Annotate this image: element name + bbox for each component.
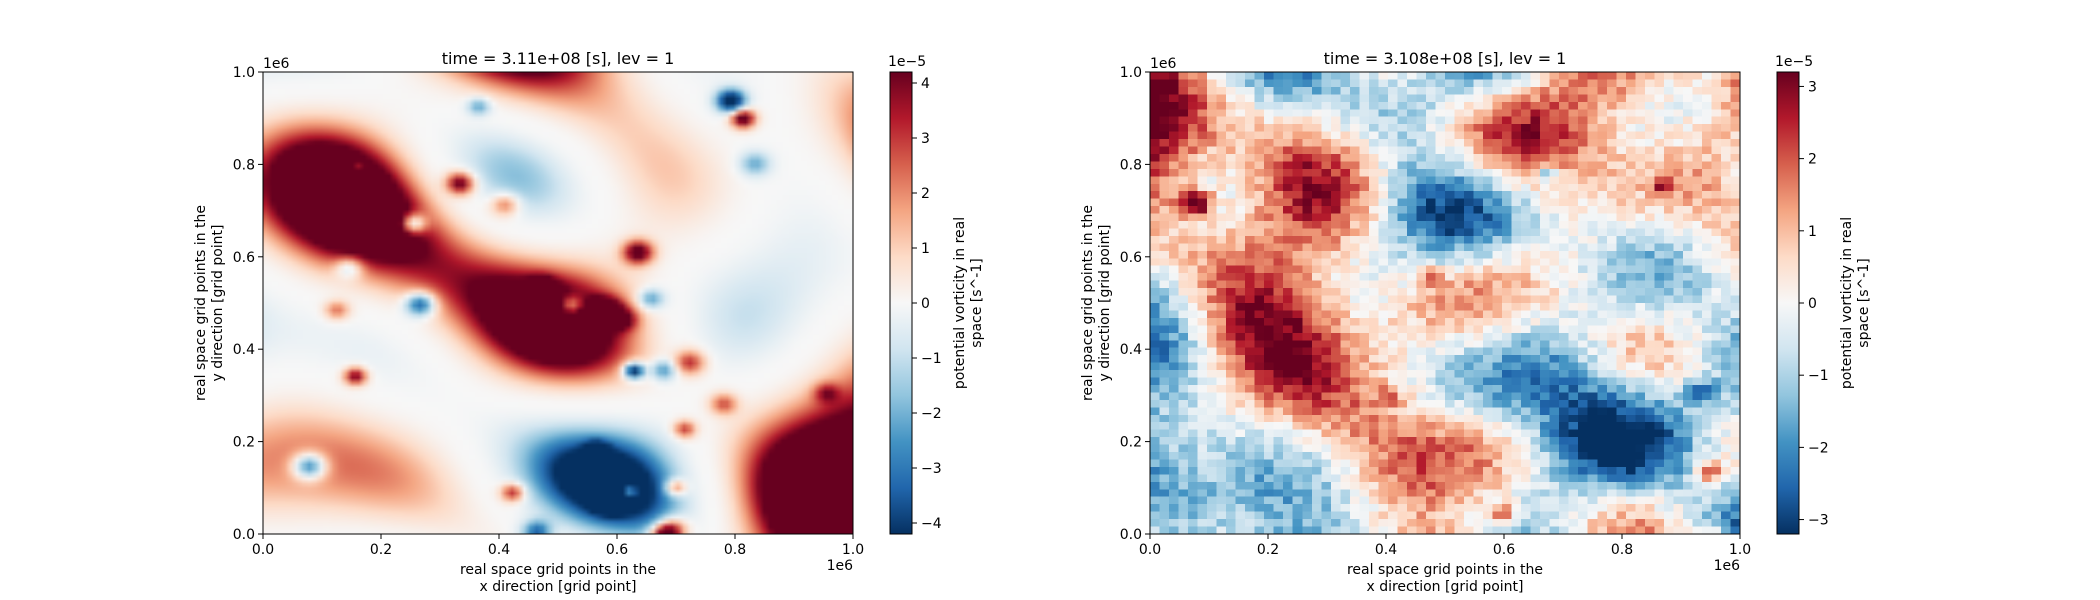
colorbar-tick-label: −1 — [921, 351, 942, 367]
y-tick-label: 0.0 — [233, 527, 255, 543]
y-tick-label: 0.2 — [1120, 435, 1142, 451]
x-tick-label: 0.0 — [1139, 542, 1161, 558]
x-tick-label: 0.6 — [606, 542, 628, 558]
colorbar-tick-label: 0 — [921, 296, 930, 312]
y-tick-label: 1.0 — [233, 65, 255, 81]
x-axis-label: x direction [grid point] — [1366, 579, 1523, 595]
y-axis-label: y direction [grid point] — [1097, 224, 1113, 381]
axes-frame — [262, 71, 854, 535]
y-axis-label: real space grid points in the — [193, 205, 209, 401]
colorbar-tick-label: 2 — [921, 186, 930, 202]
y-axis-label: real space grid points in the — [1080, 205, 1096, 401]
heatmap-image — [263, 72, 853, 534]
y-tick-label: 0.8 — [1120, 157, 1142, 173]
plot-title: time = 3.11e+08 [s], lev = 1 — [442, 49, 675, 68]
x-axis-label: real space grid points in the — [460, 562, 656, 578]
colorbar-tick-label: −4 — [921, 516, 942, 532]
y-tick-label: 0.2 — [233, 435, 255, 451]
x-tick-label: 0.2 — [1257, 542, 1279, 558]
colorbar-label: potential vorticity in real — [952, 217, 968, 389]
y-tick-label: 0.4 — [233, 342, 255, 358]
x-tick-label: 0.8 — [724, 542, 746, 558]
colorbar-label: space [s^-1] — [1856, 258, 1872, 347]
x-axis-offset: 1e6 — [827, 558, 854, 574]
panel-2: time = 3.108e+08 [s], lev = 1 0.0 0.2 0.4 0.… — [1080, 49, 1872, 595]
colorbar-tick-label: 3 — [1808, 79, 1817, 95]
colorbar-tick-label: 3 — [921, 131, 930, 147]
plot-title: time = 3.108e+08 [s], lev = 1 — [1324, 49, 1567, 68]
x-axis-offset: 1e6 — [1714, 558, 1741, 574]
y-tick-label: 0.4 — [1120, 342, 1142, 358]
colorbar — [889, 71, 913, 535]
x-axis-label: x direction [grid point] — [479, 579, 636, 595]
colorbar-tick-label: −3 — [1808, 513, 1829, 529]
x-tick-label: 1.0 — [842, 542, 864, 558]
axes-frame — [1149, 71, 1741, 535]
x-tick-label: 0.2 — [370, 542, 392, 558]
colorbar-tick-label: 1 — [1808, 224, 1817, 240]
colorbar-tick-label: −3 — [921, 461, 942, 477]
panel-1: time = 3.11e+08 [s], lev = 1 0.0 0.2 0.4 0.6… — [193, 49, 985, 595]
x-tick-label: 0.6 — [1493, 542, 1515, 558]
y-tick-label: 1.0 — [1120, 65, 1142, 81]
x-tick-label: 1.0 — [1729, 542, 1751, 558]
panels: time = 3.11e+08 [s], lev = 1 0.0 0.2 0.4 0.6… — [193, 49, 1872, 595]
x-tick-label: 0.4 — [488, 542, 510, 558]
x-tick-label: 0.4 — [1375, 542, 1397, 558]
x-tick-label: 0.0 — [252, 542, 274, 558]
colorbar-tick-label: −2 — [1808, 440, 1829, 456]
y-axis-offset: 1e6 — [263, 56, 290, 72]
colorbar-offset: 1e−5 — [1775, 54, 1813, 70]
colorbar-tick-label: −2 — [921, 406, 942, 422]
colorbar-label: potential vorticity in real — [1839, 217, 1855, 389]
colorbar-label: space [s^-1] — [969, 258, 985, 347]
colorbar-tick-label: 1 — [921, 241, 930, 257]
y-axis-offset: 1e6 — [1150, 56, 1177, 72]
y-tick-label: 0.0 — [1120, 527, 1142, 543]
y-tick-label: 0.8 — [233, 157, 255, 173]
colorbar-offset: 1e−5 — [888, 54, 926, 70]
y-axis-label: y direction [grid point] — [210, 224, 226, 381]
x-axis-label: real space grid points in the — [1347, 562, 1543, 578]
colorbar — [1776, 71, 1800, 535]
y-tick-label: 0.6 — [233, 250, 255, 266]
colorbar-tick-label: 0 — [1808, 296, 1817, 312]
colorbar-tick-label: 2 — [1808, 152, 1817, 168]
colorbar-tick-label: 4 — [921, 76, 930, 92]
y-tick-label: 0.6 — [1120, 250, 1142, 266]
heatmap-image — [1150, 72, 1740, 534]
colorbar-tick-label: −1 — [1808, 368, 1829, 384]
x-tick-label: 0.8 — [1611, 542, 1633, 558]
